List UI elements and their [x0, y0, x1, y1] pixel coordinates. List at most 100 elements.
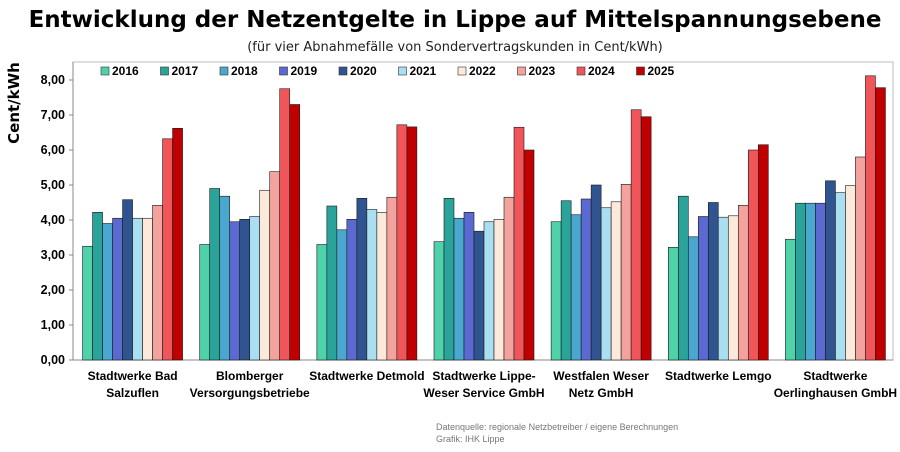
bar-2022-1 [142, 217, 153, 361]
bar-2020-4 [473, 230, 485, 361]
bar-2021-3 [366, 209, 378, 361]
bar-2016-1 [82, 245, 93, 361]
source-line-1: Datenquelle: regionale Netzbetreiber / e… [436, 422, 678, 432]
bar-2025-2 [289, 104, 301, 361]
bar-2016-5 [550, 221, 562, 361]
bar-2021-5 [600, 207, 612, 361]
bar-2017-5 [560, 200, 572, 361]
bar-2016-6 [667, 247, 679, 361]
legend-label-2025: 2025 [648, 64, 675, 78]
bar-2024-5 [630, 109, 642, 361]
bar-2018-1 [102, 223, 113, 361]
legend-label-2018: 2018 [231, 64, 258, 78]
bar-2024-1 [162, 138, 173, 361]
bar-2017-6 [677, 195, 689, 361]
bar-2017-3 [326, 205, 338, 361]
bar-2018-5 [570, 214, 582, 361]
bar-2018-7 [805, 202, 816, 361]
bar-2020-1 [122, 199, 133, 361]
legend: 2016 2017 2018 2019 2020 2021 2022 2023 2024 2025 [100, 64, 675, 78]
bar-2017-2 [209, 188, 221, 361]
legend-swatch-2018 [219, 66, 229, 76]
bar-2021-4 [483, 221, 495, 361]
y-tick-label: 3,00 [41, 248, 65, 262]
legend-swatch-2025 [636, 66, 645, 76]
bar-2023-6 [737, 205, 749, 361]
bar-2025-3 [406, 126, 418, 361]
bar-2022-5 [610, 201, 622, 361]
bar-2025-4 [523, 149, 535, 361]
bar-2020-2 [239, 219, 251, 361]
bar-2016-3 [316, 244, 328, 361]
legend-swatch-2016 [100, 66, 110, 76]
bar-2019-3 [346, 219, 358, 361]
category-label: Stadtwerke [803, 369, 867, 383]
bar-2021-7 [835, 192, 846, 361]
bar-2023-3 [386, 196, 398, 361]
legend-swatch-2021 [398, 66, 407, 76]
legend-label-2017: 2017 [172, 64, 199, 78]
bar-2023-5 [620, 184, 632, 361]
chart-title: Entwicklung der Netzentgelte in Lippe au… [29, 7, 882, 33]
bar-2017-1 [92, 212, 103, 361]
legend-swatch-2024 [576, 66, 586, 76]
bar-2025-7 [875, 87, 886, 361]
bar-2025-6 [757, 144, 769, 361]
bar-2024-4 [513, 126, 525, 361]
y-tick-label: 0,00 [41, 353, 65, 367]
y-tick-label: 5,00 [41, 178, 65, 192]
bar-2016-7 [785, 238, 796, 361]
bar-2025-1 [172, 128, 183, 361]
legend-swatch-2020 [338, 66, 348, 76]
bar-2024-2 [279, 88, 291, 361]
legend-swatch-2022 [457, 66, 467, 76]
category-label: Stadtwerke Bad [88, 369, 178, 383]
source-line-2: Grafik: IHK Lippe [436, 434, 505, 444]
y-axis-label: Cent/kWh [5, 62, 23, 144]
bar-2020-6 [707, 202, 719, 361]
category-labels: Stadtwerke Bad Salzuflen Blomberger Versorg… [88, 369, 897, 400]
bar-2019-7 [815, 202, 826, 361]
y-ticks: 0,00 1,00 2,00 3,00 4,00 5,00 6,00 7,00 8,00 [41, 73, 73, 367]
legend-label-2023: 2023 [529, 64, 556, 78]
y-tick-label: 6,00 [41, 143, 65, 157]
y-tick-label: 7,00 [41, 108, 65, 122]
y-tick-label: 4,00 [41, 213, 65, 227]
bar-2019-1 [112, 217, 123, 361]
legend-label-2021: 2021 [410, 64, 437, 78]
bar-2022-3 [376, 212, 388, 361]
bar-2021-2 [249, 216, 261, 361]
y-tick-label: 2,00 [41, 283, 65, 297]
bar-2019-4 [463, 212, 475, 361]
bar-2021-1 [132, 217, 143, 361]
legend-label-2020: 2020 [350, 64, 377, 78]
bar-2024-7 [865, 75, 876, 361]
bar-2023-4 [503, 196, 515, 361]
bar-2017-4 [443, 198, 455, 361]
category-label: Netz GmbH [569, 386, 634, 400]
bar-2023-2 [269, 171, 281, 361]
bar-2019-2 [229, 221, 241, 361]
bar-2019-6 [697, 216, 709, 361]
bar-2022-6 [727, 215, 739, 361]
legend-label-2019: 2019 [291, 64, 318, 78]
category-label: Stadtwerke Detmold [309, 369, 424, 383]
bar-2022-2 [259, 189, 271, 361]
category-label: Salzuflen [106, 386, 159, 400]
legend-swatch-2017 [160, 66, 169, 76]
legend-swatch-2019 [279, 66, 288, 76]
bar-2020-7 [825, 180, 836, 361]
category-label: Weser Service GmbH [423, 386, 544, 400]
category-label: Blomberger [216, 369, 284, 383]
bar-2020-3 [356, 198, 368, 361]
category-label: Oerlinghausen GmbH [774, 386, 897, 400]
bar-2024-3 [396, 124, 408, 361]
bar-2018-2 [219, 195, 231, 361]
category-label: Stadtwerke Lemgo [665, 369, 772, 383]
y-tick-label: 8,00 [41, 73, 65, 87]
legend-swatch-2023 [517, 66, 526, 76]
bar-2025-5 [640, 116, 652, 361]
bar-2023-1 [152, 205, 163, 361]
bar-2016-2 [199, 244, 211, 361]
